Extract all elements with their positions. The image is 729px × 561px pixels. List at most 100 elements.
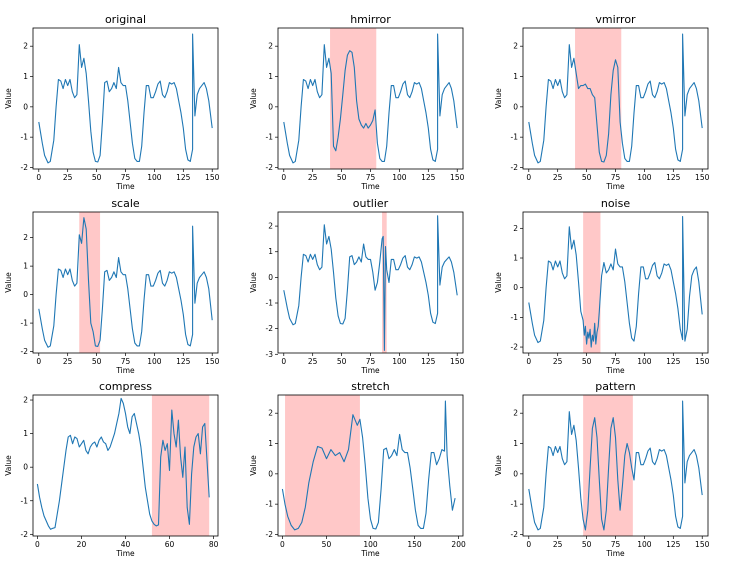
y-tick-label: 1: [268, 247, 273, 256]
x-tick-label: 150: [450, 173, 465, 182]
y-axis-label: Value: [4, 88, 13, 109]
x-tick-label: 60: [165, 540, 175, 549]
x-tick-label: 125: [176, 357, 191, 366]
x-tick-label: 75: [121, 357, 131, 366]
subplot-title: vmirror: [595, 13, 636, 26]
y-tick-label: -1: [21, 496, 29, 505]
y-tick-label: 2: [23, 233, 28, 242]
y-tick-label: -1: [21, 319, 29, 328]
x-tick-label: 0: [281, 173, 286, 182]
x-tick-label: 50: [337, 357, 347, 366]
y-axis-label: Value: [249, 455, 258, 476]
x-tick-label: 25: [308, 173, 318, 182]
y-tick-label: -2: [266, 163, 274, 172]
x-tick-label: 50: [92, 173, 102, 182]
y-tick-label: -2: [511, 343, 519, 352]
series-line: [528, 400, 703, 531]
subplot-compress: compress 0 20 40 60 80 -2 -1 0 1 2 Time Value: [4, 380, 219, 558]
subplot-title: pattern: [595, 380, 635, 393]
x-tick-label: 125: [421, 357, 436, 366]
series-line: [38, 33, 213, 164]
x-tick-label: 100: [392, 173, 407, 182]
y-tick-label: -2: [21, 347, 29, 356]
x-tick-label: 150: [205, 173, 220, 182]
x-tick-label: 150: [695, 357, 710, 366]
x-tick-label: 125: [421, 173, 436, 182]
x-tick-label: 50: [582, 357, 592, 366]
y-tick-label: -1: [266, 500, 274, 509]
series-line: [36, 397, 210, 530]
x-tick-label: 25: [63, 357, 73, 366]
x-tick-label: 0: [280, 540, 285, 549]
y-axis-label: Value: [249, 272, 258, 293]
x-tick-label: 40: [121, 540, 131, 549]
y-axis-label: Value: [249, 88, 258, 109]
y-tick-label: 1: [513, 439, 518, 448]
series-line: [283, 215, 458, 351]
y-tick-label: -2: [511, 530, 519, 539]
x-tick-label: 150: [695, 173, 710, 182]
highlight-span: [382, 212, 387, 353]
y-tick-label: 2: [513, 409, 518, 418]
y-tick-label: 1: [23, 72, 28, 81]
subplot-outlier: outlier 0 25 50 75 100 125 150 -3 -2 -1 0 1 2 Time Valu…: [249, 197, 465, 375]
subplot-title: noise: [601, 197, 630, 210]
highlight-span: [79, 212, 101, 353]
y-tick-label: -1: [511, 313, 519, 322]
x-tick-label: 125: [666, 173, 681, 182]
x-tick-label: 0: [36, 173, 41, 182]
x-tick-label: 100: [392, 357, 407, 366]
y-tick-label: 1: [23, 262, 28, 271]
series-line: [38, 217, 213, 348]
y-tick-label: -2: [266, 324, 274, 333]
axes-frame: [32, 27, 219, 170]
series-line: [283, 33, 458, 164]
y-tick-label: 2: [23, 42, 28, 51]
subplot-title: original: [105, 13, 146, 26]
y-tick-label: 0: [513, 469, 518, 478]
x-tick-label: 25: [308, 357, 318, 366]
x-tick-label: 75: [611, 540, 621, 549]
x-tick-label: 100: [637, 173, 652, 182]
series-line: [281, 400, 456, 531]
x-tick-label: 100: [147, 357, 162, 366]
y-tick-label: 1: [268, 72, 273, 81]
x-tick-label: 25: [63, 173, 73, 182]
x-axis-label: Time: [115, 549, 135, 558]
x-tick-label: 80: [209, 540, 219, 549]
highlight-span: [575, 28, 622, 169]
y-tick-label: -1: [511, 133, 519, 142]
subplot-scale: scale 0 25 50 75 100 125 150 -2 -1 0 1 2 Time Value: [4, 197, 220, 375]
y-axis-label: Value: [494, 455, 503, 476]
x-axis-label: Time: [605, 549, 625, 558]
y-tick-label: 2: [268, 409, 273, 418]
x-tick-label: 150: [205, 357, 220, 366]
y-tick-label: 1: [513, 254, 518, 263]
y-tick-label: 2: [513, 42, 518, 51]
y-tick-label: 2: [268, 42, 273, 51]
x-tick-label: 0: [526, 173, 531, 182]
x-axis-label: Time: [360, 182, 380, 191]
y-tick-label: 0: [513, 283, 518, 292]
x-tick-label: 0: [36, 357, 41, 366]
subplot-noise: noise 0 25 50 75 100 125 150 -2 -1 0 1 2 Time Value: [494, 197, 710, 375]
x-axis-label: Time: [115, 366, 135, 375]
subplot-stretch: stretch 0 50 100 150 200 -2 -1 0 1 2 Time Value: [249, 380, 466, 558]
y-tick-label: -2: [21, 530, 29, 539]
subplot-title: hmirror: [350, 13, 391, 26]
x-axis-label: Time: [360, 549, 380, 558]
x-tick-label: 25: [553, 540, 563, 549]
y-tick-label: 2: [23, 396, 28, 405]
y-tick-label: 1: [268, 439, 273, 448]
y-axis-label: Value: [4, 272, 13, 293]
y-tick-label: -2: [511, 163, 519, 172]
subplot-title: scale: [111, 197, 140, 210]
subplot-title: stretch: [351, 380, 389, 393]
y-tick-label: -1: [266, 299, 274, 308]
y-tick-label: 0: [268, 102, 273, 111]
x-axis-label: Time: [605, 366, 625, 375]
y-tick-label: 0: [268, 469, 273, 478]
x-tick-label: 25: [553, 357, 563, 366]
y-tick-label: 0: [268, 273, 273, 282]
